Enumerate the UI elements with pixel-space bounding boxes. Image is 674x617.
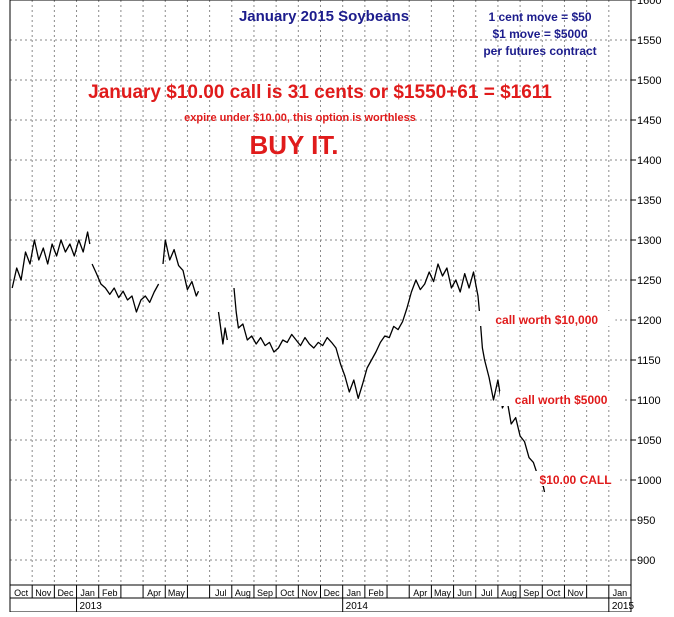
y-tick-label: 1500 <box>637 75 661 87</box>
note-per-contract: per futures contract <box>483 44 596 58</box>
x-tick-label: May <box>434 588 452 598</box>
x-tick-label: Jul <box>215 588 227 598</box>
x-tick-label: Jan <box>80 588 95 598</box>
x-tick-label: Jan <box>347 588 362 598</box>
annotations: call worth $10,000 call worth $5000 $10.00… <box>478 311 623 487</box>
chart-title: January 2015 Soybeans <box>239 8 409 25</box>
buy-callout: BUY IT. <box>249 130 338 160</box>
x-tick-label: Oct <box>280 588 295 598</box>
y-tick-label: 1000 <box>637 475 661 487</box>
x-tick-label: Aug <box>235 588 251 598</box>
x-tick-label: Jul <box>481 588 493 598</box>
year-label: 2015 <box>612 601 635 612</box>
x-tick-label: Apr <box>147 588 161 598</box>
y-tick-label: 1450 <box>637 115 661 127</box>
y-tick-label: 1550 <box>637 35 661 47</box>
x-tick-label: Dec <box>324 588 341 598</box>
level-label-bg <box>532 471 619 486</box>
chart-text: January 2015 Soybeans 1 cent move = $50 … <box>88 8 597 160</box>
y-tick-label: 1250 <box>637 275 661 287</box>
note-dollar-move: $1 move = $5000 <box>492 27 587 41</box>
x-tick-label: Aug <box>501 588 517 598</box>
level-label: $10.00 CALL <box>540 473 612 487</box>
headline: January $10.00 call is 31 cents or $1550… <box>88 82 552 103</box>
price-line <box>162 239 200 297</box>
x-tick-label: Jun <box>457 588 472 598</box>
level-label: call worth $10,000 <box>495 313 598 327</box>
x-tick-label: Sep <box>257 588 273 598</box>
x-tick-label: Oct <box>546 588 561 598</box>
price-line <box>91 263 160 313</box>
y-tick-label: 900 <box>637 555 655 567</box>
price-series <box>11 231 546 493</box>
level-label-bg <box>478 311 616 326</box>
y-tick-label: 1050 <box>637 435 661 447</box>
x-tick-label: Nov <box>301 588 318 598</box>
price-line <box>217 311 228 345</box>
year-label: 2014 <box>346 601 369 612</box>
x-tick-label: Oct <box>14 588 29 598</box>
x-tick-label: Dec <box>57 588 74 598</box>
price-line <box>233 263 546 493</box>
price-line <box>11 231 91 289</box>
x-tick-label: Feb <box>102 588 118 598</box>
y-tick-label: 1600 <box>637 0 661 7</box>
y-tick-label: 1350 <box>637 195 661 207</box>
x-tick-label: Nov <box>35 588 52 598</box>
level-label: call worth $5000 <box>515 393 608 407</box>
y-tick-label: 1300 <box>637 235 661 247</box>
x-tick-label: Sep <box>523 588 539 598</box>
subline: expire under $10.00, this option is wort… <box>184 112 416 124</box>
x-tick-label: Jan <box>613 588 628 598</box>
y-tick-label: 1150 <box>637 355 661 367</box>
gridlines <box>10 0 631 585</box>
x-tick-label: Apr <box>413 588 427 598</box>
x-tick-label: Feb <box>368 588 384 598</box>
y-tick-label: 950 <box>637 515 655 527</box>
y-tick-label: 1100 <box>637 395 661 407</box>
y-tick-label: 1200 <box>637 315 661 327</box>
note-cent-move: 1 cent move = $50 <box>488 10 591 24</box>
level-label-bg <box>499 391 623 406</box>
x-tick-label: May <box>168 588 186 598</box>
y-tick-label: 1400 <box>637 155 661 167</box>
x-tick-label: Nov <box>568 588 585 598</box>
year-label: 2013 <box>80 601 103 612</box>
